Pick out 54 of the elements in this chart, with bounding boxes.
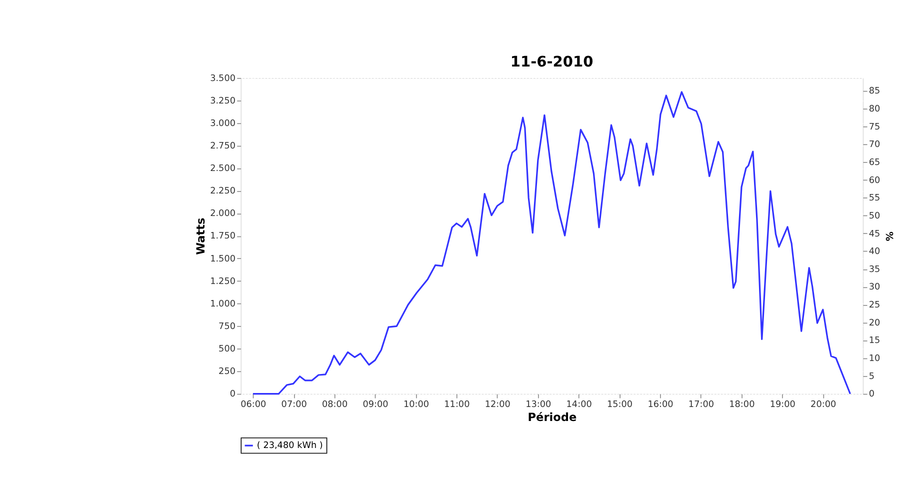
- y2-tick-label: 45: [868, 229, 880, 240]
- y-tick-label: 1.750: [210, 232, 236, 242]
- x-tick-label: 06:00: [240, 400, 267, 410]
- x-tick-label: 20:00: [810, 400, 836, 410]
- y-tick-label: 2.500: [210, 164, 236, 174]
- y2-tick-label: 0: [868, 390, 875, 400]
- x-tick-label: 16:00: [648, 400, 674, 410]
- y-tick-label: 3.000: [210, 118, 236, 129]
- x-tick-label: 11:00: [444, 400, 470, 410]
- x-tick-label: 08:00: [322, 400, 348, 410]
- x-tick-label: 15:00: [606, 400, 633, 410]
- x-tick-label: 17:00: [688, 400, 714, 410]
- y-tick-label: 750: [218, 322, 236, 332]
- y-tick-label: 1.500: [210, 254, 236, 264]
- y2-tick-label: 10: [868, 354, 881, 364]
- y-axis-title: Watts: [194, 217, 208, 255]
- x-tick-label: 12:00: [484, 400, 511, 410]
- y-tick-label: 3.250: [210, 96, 236, 106]
- y-tick-label: 2.250: [210, 186, 236, 197]
- legend-label: ( 23,480 kWh ): [256, 440, 323, 451]
- y2-tick-label: 35: [868, 264, 880, 275]
- y2-tick-label: 5: [868, 372, 875, 382]
- y2-tick-label: 65: [868, 158, 880, 168]
- x-axis-title: Période: [528, 410, 577, 424]
- y2-tick-label: 50: [868, 211, 881, 222]
- x-tick-label: 07:00: [281, 400, 308, 410]
- x-tick-label: 19:00: [770, 400, 796, 410]
- line-series: [252, 91, 852, 395]
- y2-tick-label: 60: [868, 176, 881, 186]
- y2-tick-label: 80: [868, 104, 881, 114]
- y2-tick-label: 30: [868, 282, 881, 293]
- y-tick-label: 3.500: [210, 74, 236, 84]
- y-tick-label: 1.000: [210, 299, 236, 310]
- y-tick-label: 500: [218, 344, 236, 355]
- y-tick-label: 0: [230, 390, 236, 400]
- x-tick-label: 18:00: [729, 400, 756, 410]
- y2-tick-label: 15: [868, 336, 880, 346]
- y2-axis-title: %: [882, 231, 894, 242]
- y2-tick-label: 25: [868, 300, 880, 311]
- x-tick-label: 14:00: [566, 400, 592, 410]
- y-tick-label: 2.750: [210, 141, 236, 152]
- y2-tick-label: 40: [868, 247, 881, 258]
- x-tick-label: 09:00: [362, 400, 389, 410]
- y-tick-label: 2.000: [210, 209, 236, 220]
- y2-tick-label: 75: [868, 122, 880, 132]
- x-tick-label: 10:00: [403, 400, 430, 410]
- y-tick-label: 1.250: [210, 276, 236, 287]
- chart-title: 11-6-2010: [510, 54, 594, 71]
- y2-tick-label: 85: [868, 86, 880, 97]
- y2-tick-label: 20: [868, 318, 881, 328]
- y-tick-label: 250: [218, 367, 236, 378]
- y2-tick-label: 70: [868, 140, 881, 150]
- y2-tick-label: 55: [868, 194, 880, 204]
- x-tick-label: 13:00: [526, 400, 552, 410]
